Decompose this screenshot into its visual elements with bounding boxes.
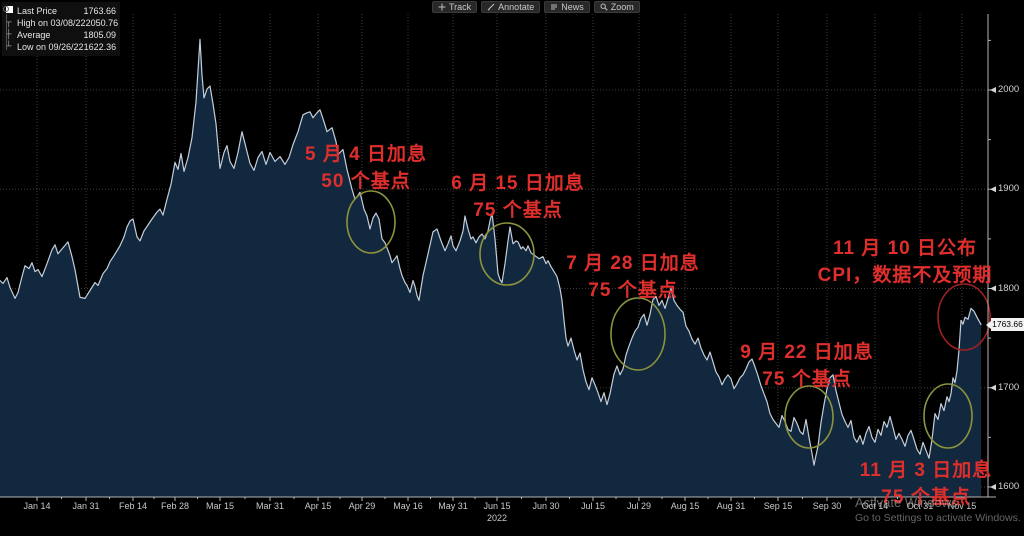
legend-label: Last Price: [17, 6, 58, 16]
x-axis-label: Mar 31: [255, 501, 285, 511]
rate-hike-annotation: 5 月 4 日加息 50 个基点: [305, 141, 427, 195]
last-price-badge: 1763.66: [986, 318, 1024, 332]
x-axis-label: Feb 28: [160, 501, 190, 511]
annotation-line: 11 月 10 日公布: [832, 238, 978, 259]
y-tick-arrow-icon: [990, 484, 996, 490]
y-axis-label: 1600: [998, 481, 1020, 492]
average-marker-icon: ┼: [6, 29, 12, 40]
chart-legend: Last Price 1763.66 ┬ High on 03/08/22 20…: [2, 2, 120, 56]
x-axis-label: Jan 31: [72, 501, 100, 511]
y-axis-label: 1900: [998, 183, 1020, 195]
chart-toolbar: Track Annotate News Zoom: [432, 1, 640, 13]
annotate-button[interactable]: Annotate: [481, 1, 541, 13]
may-4-hike-circle: [346, 190, 396, 254]
rate-hike-annotation: 6 月 15 日加息 75 个基点: [451, 170, 585, 224]
y-tick-arrow-icon: [990, 285, 996, 292]
y-axis-label: 1800: [998, 282, 1020, 294]
annotation-line: 11 月 3 日加息: [859, 460, 993, 481]
x-axis-label: Jan 14: [23, 501, 51, 511]
annotation-line: 75 个基点: [881, 487, 971, 508]
legend-collapse-icon[interactable]: [3, 6, 9, 12]
y-tick-arrow-icon: [990, 186, 996, 193]
rate-hike-annotation: 9 月 22 日加息 75 个基点: [740, 339, 874, 393]
price-area-fill: [0, 39, 981, 498]
x-axis-label: Sep 30: [812, 501, 842, 511]
x-axis-label: Oct 31: [906, 501, 934, 511]
x-axis-label: Jul 29: [626, 501, 652, 511]
nov-10-cpi-circle: [937, 283, 991, 351]
annotation-line: 50 个基点: [321, 171, 411, 192]
y-tick-arrow-icon: [990, 87, 996, 93]
jun-15-hike-circle: [479, 222, 535, 286]
legend-row-average: ┼ Average 1805.09: [6, 29, 116, 41]
x-axis-label: Aug 31: [716, 501, 746, 511]
x-axis-label: Jun 15: [483, 501, 511, 511]
x-axis-label: Apr 29: [348, 501, 376, 511]
zoom-button[interactable]: Zoom: [593, 1, 640, 13]
legend-row-high: ┬ High on 03/08/22 2050.76: [6, 17, 119, 29]
annotation-line: CPI，数据不及预期: [817, 265, 993, 286]
high-marker-icon: ┬: [6, 17, 12, 28]
x-axis-label: Oct 14: [861, 501, 889, 511]
legend-row-last-price: Last Price 1763.66: [6, 5, 116, 17]
x-axis-label: May 31: [438, 501, 468, 511]
rate-hike-annotation: 7 月 28 日加息 75 个基点: [566, 250, 700, 304]
annotation-line: 75 个基点: [588, 280, 678, 301]
annotation-line: 75 个基点: [473, 200, 563, 221]
y-axis-label: 1700: [998, 381, 1020, 393]
annotation-line: 6 月 15 日加息: [451, 173, 585, 194]
news-button-label: News: [561, 1, 584, 12]
zoom-icon: [600, 3, 608, 11]
legend-label: Low on 09/26/22: [17, 42, 84, 52]
legend-label: Average: [17, 30, 51, 40]
sep-22-hike-circle: [784, 385, 834, 449]
news-button[interactable]: News: [544, 1, 590, 13]
legend-row-low: ┴ Low on 09/26/22 1622.36: [6, 41, 116, 53]
rate-hike-annotation: 11 月 10 日公布 CPI，数据不及预期: [818, 235, 993, 289]
low-marker-icon: ┴: [6, 41, 12, 52]
legend-value: 2050.76: [85, 18, 119, 28]
x-axis-label: Nov 15: [947, 501, 977, 511]
x-axis-label: Apr 15: [304, 501, 332, 511]
track-button-label: Track: [449, 1, 472, 12]
annotation-line: 5 月 4 日加息: [305, 144, 427, 165]
activate-windows-watermark: Activate Windows: [855, 495, 958, 510]
x-axis-label: Sep 15: [763, 501, 793, 511]
x-axis-label: Aug 15: [670, 501, 700, 511]
y-tick-arrow-icon: [990, 384, 996, 391]
legend-value: 1622.36: [83, 42, 117, 52]
nov-3-hike-circle: [923, 383, 973, 449]
jul-28-hike-circle: [610, 297, 666, 371]
news-icon: [551, 4, 558, 10]
legend-label: High on 03/08/22: [17, 18, 86, 28]
legend-value: 1763.66: [83, 6, 116, 16]
annotate-button-label: Annotate: [498, 1, 535, 12]
x-axis-label: May 16: [393, 501, 423, 511]
legend-bracket: [6, 14, 7, 50]
x-axis-label: Jun 30: [532, 501, 560, 511]
annotation-line: 7 月 28 日加息: [566, 253, 700, 274]
track-icon: [438, 3, 446, 11]
legend-value: 1805.09: [83, 30, 116, 40]
annotation-line: 9 月 22 日加息: [740, 342, 874, 363]
zoom-button-label: Zoom: [610, 1, 634, 12]
x-axis-year-label: 2022: [486, 513, 508, 523]
annotation-line: 75 个基点: [762, 369, 852, 390]
last-price-marker-icon: [6, 6, 17, 16]
annotate-icon: [487, 3, 495, 11]
price-line: [0, 38, 982, 466]
x-axis-label: Mar 15: [205, 501, 235, 511]
activate-windows-watermark-subtext: Go to Settings to activate Windows.: [855, 512, 1021, 524]
x-axis-label: Feb 14: [118, 501, 148, 511]
x-axis-label: Jul 15: [580, 501, 606, 511]
track-button[interactable]: Track: [432, 1, 478, 13]
rate-hike-annotation: 11 月 3 日加息 75 个基点: [860, 457, 993, 511]
y-axis-label: 2000: [998, 84, 1020, 95]
